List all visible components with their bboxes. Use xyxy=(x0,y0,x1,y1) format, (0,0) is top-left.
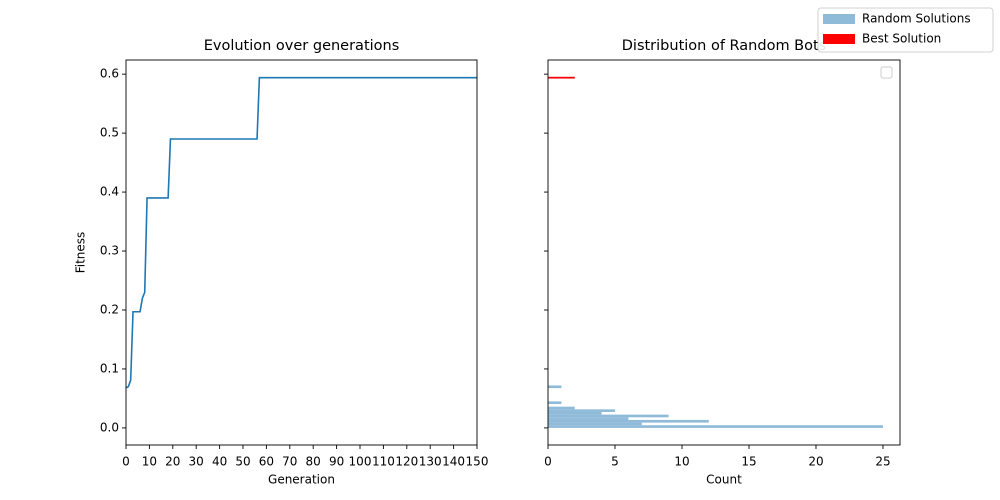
x-tick-label: 130 xyxy=(419,455,442,469)
y-tick-label: 0.4 xyxy=(100,185,119,199)
hist-bar xyxy=(548,76,575,79)
legend-swatch xyxy=(823,14,855,24)
x-tick-label: 40 xyxy=(212,455,227,469)
hist-bar xyxy=(548,417,629,420)
axes-frame xyxy=(125,59,478,446)
x-axis-label: Generation xyxy=(268,473,335,487)
x-tick-label: 150 xyxy=(466,455,489,469)
legend-label: Best Solution xyxy=(862,32,941,46)
chart-title: Evolution over generations xyxy=(204,38,400,54)
x-tick-label: 0 xyxy=(544,455,552,469)
y-tick-label: 0.6 xyxy=(100,67,119,81)
legend-box xyxy=(817,7,994,53)
hist-bar xyxy=(548,406,575,410)
y-tick-label: 0.1 xyxy=(100,361,119,375)
hist-bar xyxy=(548,411,602,415)
x-tick-label: 140 xyxy=(442,455,465,469)
y-axis-label: Fitness xyxy=(74,232,88,274)
x-tick-label: 0 xyxy=(122,455,130,469)
hist-bar xyxy=(548,414,669,418)
x-tick-label: 20 xyxy=(165,455,180,469)
x-tick-label: 70 xyxy=(282,455,297,469)
empty-legend xyxy=(880,66,893,79)
x-tick-label: 25 xyxy=(875,455,890,469)
hist-bar xyxy=(548,425,883,428)
x-tick-label: 50 xyxy=(235,455,250,469)
y-tick-label: 0.5 xyxy=(100,126,119,140)
x-tick-label: 60 xyxy=(259,455,274,469)
x-tick-label: 5 xyxy=(611,455,619,469)
x-tick-label: 10 xyxy=(142,455,157,469)
x-tick-label: 120 xyxy=(395,455,418,469)
hist-bar xyxy=(548,385,562,389)
x-tick-label: 15 xyxy=(741,455,756,469)
legend-swatch xyxy=(823,34,855,44)
y-tick-label: 0.2 xyxy=(100,302,119,316)
x-tick-label: 30 xyxy=(189,455,204,469)
line xyxy=(125,76,477,389)
x-tick-label: 20 xyxy=(808,455,823,469)
axes-frame xyxy=(547,59,901,446)
hist-bar xyxy=(548,422,642,426)
x-tick-label: 110 xyxy=(372,455,395,469)
x-tick-label: 100 xyxy=(349,455,372,469)
x-axis-label: Count xyxy=(706,473,742,487)
chart-title: Distribution of Random Bots xyxy=(622,38,827,54)
legend-label: Random Solutions xyxy=(862,12,971,26)
y-tick-label: 0.3 xyxy=(100,244,119,258)
y-tick-label: 0.0 xyxy=(100,420,119,434)
x-tick-label: 80 xyxy=(306,455,321,469)
hist-bar xyxy=(548,419,709,423)
hist-bar xyxy=(548,401,562,405)
x-tick-label: 90 xyxy=(329,455,344,469)
x-tick-label: 10 xyxy=(674,455,689,469)
hist-bar xyxy=(548,409,615,412)
